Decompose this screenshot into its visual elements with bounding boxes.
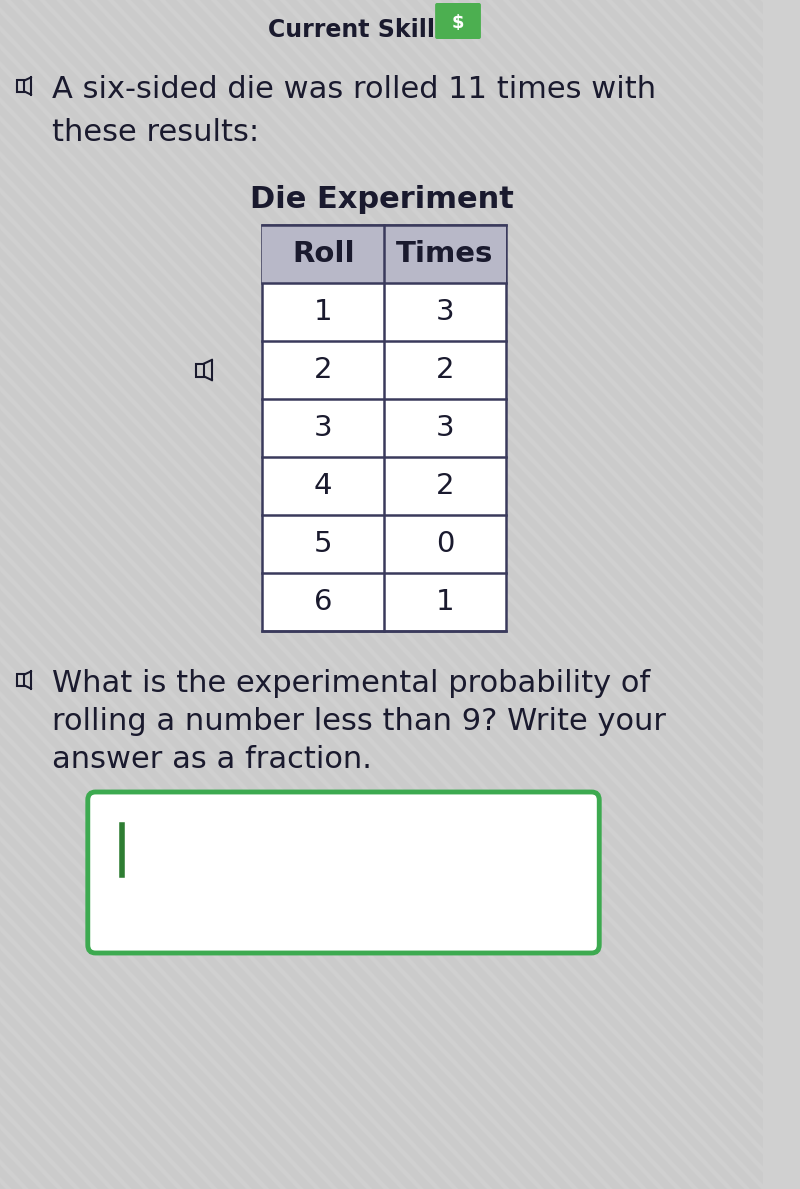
Text: 2: 2 — [314, 356, 333, 384]
Text: 1: 1 — [314, 298, 333, 326]
Text: 5: 5 — [314, 530, 333, 558]
Text: 2: 2 — [436, 356, 454, 384]
Text: Die Experiment: Die Experiment — [250, 185, 514, 214]
Bar — [262, 225, 506, 283]
Text: 1: 1 — [435, 589, 454, 616]
FancyBboxPatch shape — [435, 4, 481, 39]
Bar — [17, 81, 25, 92]
Text: 6: 6 — [314, 589, 333, 616]
Bar — [17, 674, 25, 686]
Bar — [262, 225, 506, 631]
Text: these results:: these results: — [53, 118, 260, 147]
Text: 3: 3 — [435, 298, 454, 326]
Text: 3: 3 — [435, 414, 454, 442]
Text: 2: 2 — [436, 472, 454, 501]
Text: answer as a fraction.: answer as a fraction. — [53, 746, 372, 774]
Text: 0: 0 — [436, 530, 454, 558]
Text: Roll: Roll — [292, 240, 354, 268]
Text: What is the experimental probability of: What is the experimental probability of — [53, 669, 650, 698]
Text: $: $ — [452, 14, 464, 32]
Text: A six-sided die was rolled 11 times with: A six-sided die was rolled 11 times with — [53, 75, 657, 103]
Text: 4: 4 — [314, 472, 333, 501]
FancyBboxPatch shape — [88, 792, 599, 954]
Text: Times: Times — [396, 240, 494, 268]
Text: rolling a number less than 9? Write your: rolling a number less than 9? Write your — [53, 707, 666, 736]
Text: 3: 3 — [314, 414, 333, 442]
Bar — [196, 364, 204, 377]
Text: Current Skill: Current Skill — [268, 18, 434, 42]
